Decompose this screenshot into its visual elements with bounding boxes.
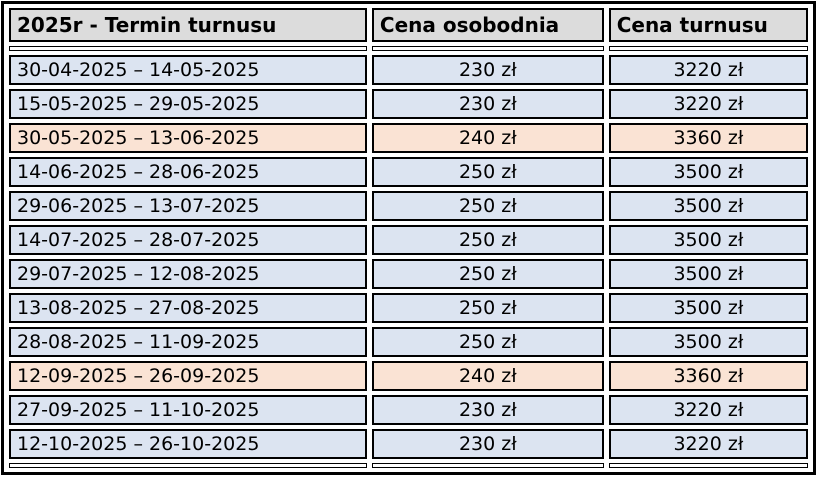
- table-row: 29-06-2025 – 13-07-2025 250 zł 3500 zł: [9, 191, 808, 221]
- table-row: 14-06-2025 – 28-06-2025 250 zł 3500 zł: [9, 157, 808, 187]
- cena-turnusu-cell: 3500 zł: [608, 225, 808, 255]
- spacer-cell: [371, 46, 604, 51]
- cena-turnusu-cell: 3500 zł: [608, 293, 808, 323]
- table-row: 12-09-2025 – 26-09-2025 240 zł 3360 zł: [9, 361, 808, 391]
- cena-turnusu-cell: 3220 zł: [608, 89, 808, 119]
- termin-cell: 30-04-2025 – 14-05-2025: [9, 55, 367, 85]
- table-row: 12-10-2025 – 26-10-2025 230 zł 3220 zł: [9, 429, 808, 459]
- cena-turnusu-cell: 3500 zł: [608, 259, 808, 289]
- cena-turnusu-cell: 3360 zł: [608, 123, 808, 153]
- termin-cell: 28-08-2025 – 11-09-2025: [9, 327, 367, 357]
- spacer-cell: [9, 46, 367, 51]
- cena-osobodnia-cell: 250 zł: [371, 259, 604, 289]
- termin-cell: 12-09-2025 – 26-09-2025: [9, 361, 367, 391]
- table-row: 14-07-2025 – 28-07-2025 250 zł 3500 zł: [9, 225, 808, 255]
- cena-turnusu-cell: 3500 zł: [608, 157, 808, 187]
- termin-cell: 29-06-2025 – 13-07-2025: [9, 191, 367, 221]
- header-termin-turnusu: 2025r - Termin turnusu: [9, 8, 367, 42]
- cena-osobodnia-cell: 250 zł: [371, 327, 604, 357]
- termin-cell: 14-06-2025 – 28-06-2025: [9, 157, 367, 187]
- cena-osobodnia-cell: 240 zł: [371, 361, 604, 391]
- table-row: 30-04-2025 – 14-05-2025 230 zł 3220 zł: [9, 55, 808, 85]
- cena-turnusu-cell: 3220 zł: [608, 395, 808, 425]
- header-row: 2025r - Termin turnusu Cena osobodnia Ce…: [9, 8, 808, 42]
- termin-cell: 30-05-2025 – 13-06-2025: [9, 123, 367, 153]
- spacer-row-bottom: [9, 463, 808, 468]
- table-row: 28-08-2025 – 11-09-2025 250 zł 3500 zł: [9, 327, 808, 357]
- spacer-row-top: [9, 46, 808, 51]
- price-table-body: 30-04-2025 – 14-05-2025 230 zł 3220 zł 15-0…: [9, 55, 808, 459]
- termin-cell: 15-05-2025 – 29-05-2025: [9, 89, 367, 119]
- cena-osobodnia-cell: 230 zł: [371, 89, 604, 119]
- cena-osobodnia-cell: 230 zł: [371, 395, 604, 425]
- table-row: 27-09-2025 – 11-10-2025 230 zł 3220 zł: [9, 395, 808, 425]
- cena-osobodnia-cell: 250 zł: [371, 191, 604, 221]
- cena-turnusu-cell: 3220 zł: [608, 429, 808, 459]
- cena-turnusu-cell: 3500 zł: [608, 191, 808, 221]
- cena-turnusu-cell: 3220 zł: [608, 55, 808, 85]
- header-cena-turnusu: Cena turnusu: [608, 8, 808, 42]
- termin-cell: 14-07-2025 – 28-07-2025: [9, 225, 367, 255]
- turnus-price-table: 2025r - Termin turnusu Cena osobodnia Ce…: [1, 1, 816, 475]
- termin-cell: 27-09-2025 – 11-10-2025: [9, 395, 367, 425]
- termin-cell: 13-08-2025 – 27-08-2025: [9, 293, 367, 323]
- spacer-cell: [371, 463, 604, 468]
- spacer-cell: [9, 463, 367, 468]
- cena-turnusu-cell: 3500 zł: [608, 327, 808, 357]
- cena-osobodnia-cell: 250 zł: [371, 225, 604, 255]
- cena-osobodnia-cell: 230 zł: [371, 429, 604, 459]
- termin-cell: 12-10-2025 – 26-10-2025: [9, 429, 367, 459]
- table-row: 15-05-2025 – 29-05-2025 230 zł 3220 zł: [9, 89, 808, 119]
- spacer-cell: [608, 46, 808, 51]
- table-row: 13-08-2025 – 27-08-2025 250 zł 3500 zł: [9, 293, 808, 323]
- cena-osobodnia-cell: 250 zł: [371, 293, 604, 323]
- header-cena-osobodnia: Cena osobodnia: [371, 8, 604, 42]
- termin-cell: 29-07-2025 – 12-08-2025: [9, 259, 367, 289]
- cena-osobodnia-cell: 240 zł: [371, 123, 604, 153]
- cena-osobodnia-cell: 230 zł: [371, 55, 604, 85]
- spacer-cell: [608, 463, 808, 468]
- cena-turnusu-cell: 3360 zł: [608, 361, 808, 391]
- table-row: 30-05-2025 – 13-06-2025 240 zł 3360 zł: [9, 123, 808, 153]
- table-row: 29-07-2025 – 12-08-2025 250 zł 3500 zł: [9, 259, 808, 289]
- cena-osobodnia-cell: 250 zł: [371, 157, 604, 187]
